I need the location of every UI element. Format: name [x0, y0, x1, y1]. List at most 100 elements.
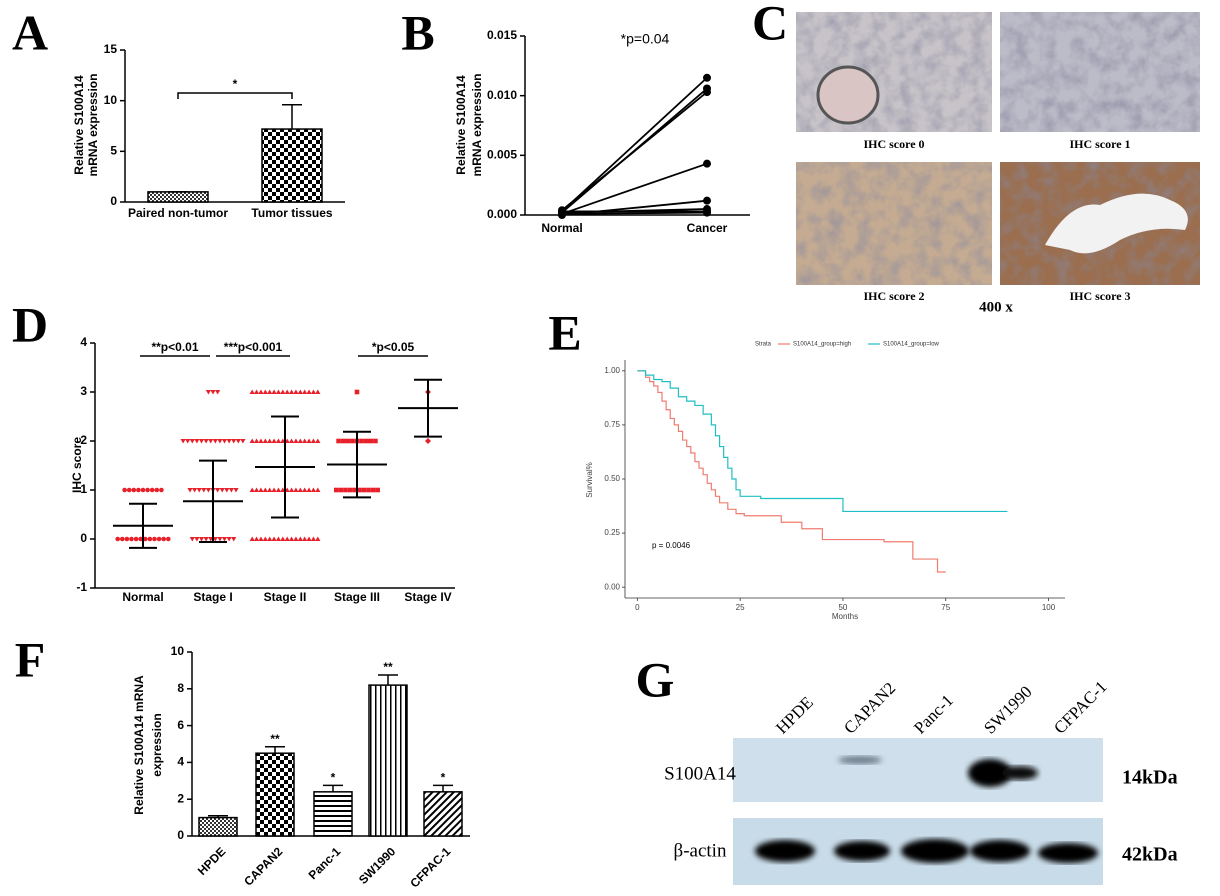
- point: [154, 487, 160, 493]
- point: [306, 438, 312, 443]
- point: [198, 439, 205, 444]
- point: [124, 536, 130, 542]
- point: [180, 439, 186, 444]
- point: [187, 488, 193, 493]
- point: [297, 389, 303, 394]
- point: [231, 439, 237, 444]
- point: [235, 439, 241, 444]
- point: [302, 389, 308, 394]
- point: [258, 487, 264, 492]
- bar: [255, 752, 295, 837]
- y-axis-label: Relative S100A14: [72, 75, 86, 175]
- point: [120, 536, 125, 542]
- point: [138, 536, 144, 542]
- point: [302, 536, 308, 541]
- point: [253, 487, 260, 492]
- point: [350, 438, 355, 444]
- x-tick-label: Stage II: [264, 590, 307, 604]
- point: [280, 536, 286, 541]
- ihc-duct: [816, 65, 880, 125]
- lane-label: CAPAN2: [840, 678, 899, 737]
- point: [258, 438, 264, 443]
- point: [267, 487, 273, 492]
- pair-line: [561, 211, 708, 215]
- bar: [198, 816, 238, 837]
- x-tick-label: Cancer: [687, 221, 728, 235]
- significance: **: [270, 732, 280, 746]
- point: [275, 389, 282, 394]
- legend-label: S100A14_group=high: [793, 342, 851, 348]
- point: [133, 536, 139, 542]
- point: [275, 438, 282, 443]
- image-label: IHC score 0: [863, 137, 924, 151]
- magnification: 400 x: [979, 299, 1013, 315]
- point: [345, 438, 351, 444]
- y-tick-label: 0.010: [487, 88, 517, 102]
- point: [310, 487, 317, 492]
- point: [198, 537, 205, 542]
- point: [221, 537, 228, 542]
- y-axis-label: expression: [150, 713, 164, 776]
- lane-label: SW1990: [980, 682, 1036, 738]
- point: [425, 438, 431, 444]
- point: [336, 438, 341, 444]
- point: [359, 438, 364, 444]
- x-tick-label: Paired non-tumor: [128, 206, 228, 220]
- x-tick-label: 50: [838, 603, 847, 612]
- point: [271, 389, 277, 394]
- bar: [423, 791, 463, 837]
- y-axis-label: IHC score: [70, 437, 84, 493]
- x-tick-label: 75: [941, 603, 950, 612]
- blot-band: [901, 839, 969, 863]
- point: [315, 487, 321, 492]
- point: [189, 537, 195, 542]
- point: [271, 487, 277, 492]
- lane-label: Panc-1: [910, 691, 957, 738]
- point: [194, 439, 200, 444]
- pair-line: [561, 162, 708, 215]
- point: [703, 88, 711, 97]
- point: [284, 389, 290, 394]
- y-tick-label: 4: [80, 335, 87, 349]
- point: [306, 536, 312, 541]
- x-tick-label: SW1990: [356, 844, 399, 887]
- point: [129, 536, 134, 542]
- y-axis-label: Relative S100A14: [454, 75, 468, 175]
- point: [288, 487, 295, 492]
- blot-band: [834, 841, 890, 861]
- point: [253, 438, 260, 443]
- point: [297, 438, 303, 443]
- lane-label: CFPAC-1: [1050, 677, 1110, 737]
- image-label: IHC score 1: [1069, 137, 1130, 151]
- point: [302, 438, 308, 443]
- point: [226, 439, 232, 444]
- blot-membrane: [733, 738, 1103, 802]
- point: [156, 536, 162, 542]
- point: [131, 487, 137, 493]
- blot-band: [838, 756, 882, 764]
- point: [275, 487, 282, 492]
- bar: [261, 128, 323, 203]
- point: [354, 389, 360, 395]
- point: [249, 536, 255, 541]
- x-tick-label: HPDE: [195, 844, 228, 877]
- x-tick-label: Tumor tissues: [251, 206, 332, 220]
- blot-band: [968, 759, 1012, 787]
- point: [136, 487, 141, 493]
- legend-title: Strata: [755, 342, 772, 348]
- ihc-lumen: [1045, 193, 1188, 254]
- x-tick-label: Normal: [541, 221, 582, 235]
- size-label: 14kDa: [1122, 767, 1178, 789]
- point: [253, 536, 260, 541]
- row-label: β-actin: [674, 840, 727, 861]
- panel-letter: C: [752, 0, 788, 50]
- point: [258, 536, 264, 541]
- point: [196, 488, 202, 493]
- x-tick-label: 100: [1042, 603, 1056, 612]
- y-tick-label: 0: [177, 828, 184, 842]
- point: [284, 536, 290, 541]
- lane-label: HPDE: [772, 693, 817, 738]
- point: [152, 536, 157, 542]
- point: [275, 536, 282, 541]
- point: [302, 487, 308, 492]
